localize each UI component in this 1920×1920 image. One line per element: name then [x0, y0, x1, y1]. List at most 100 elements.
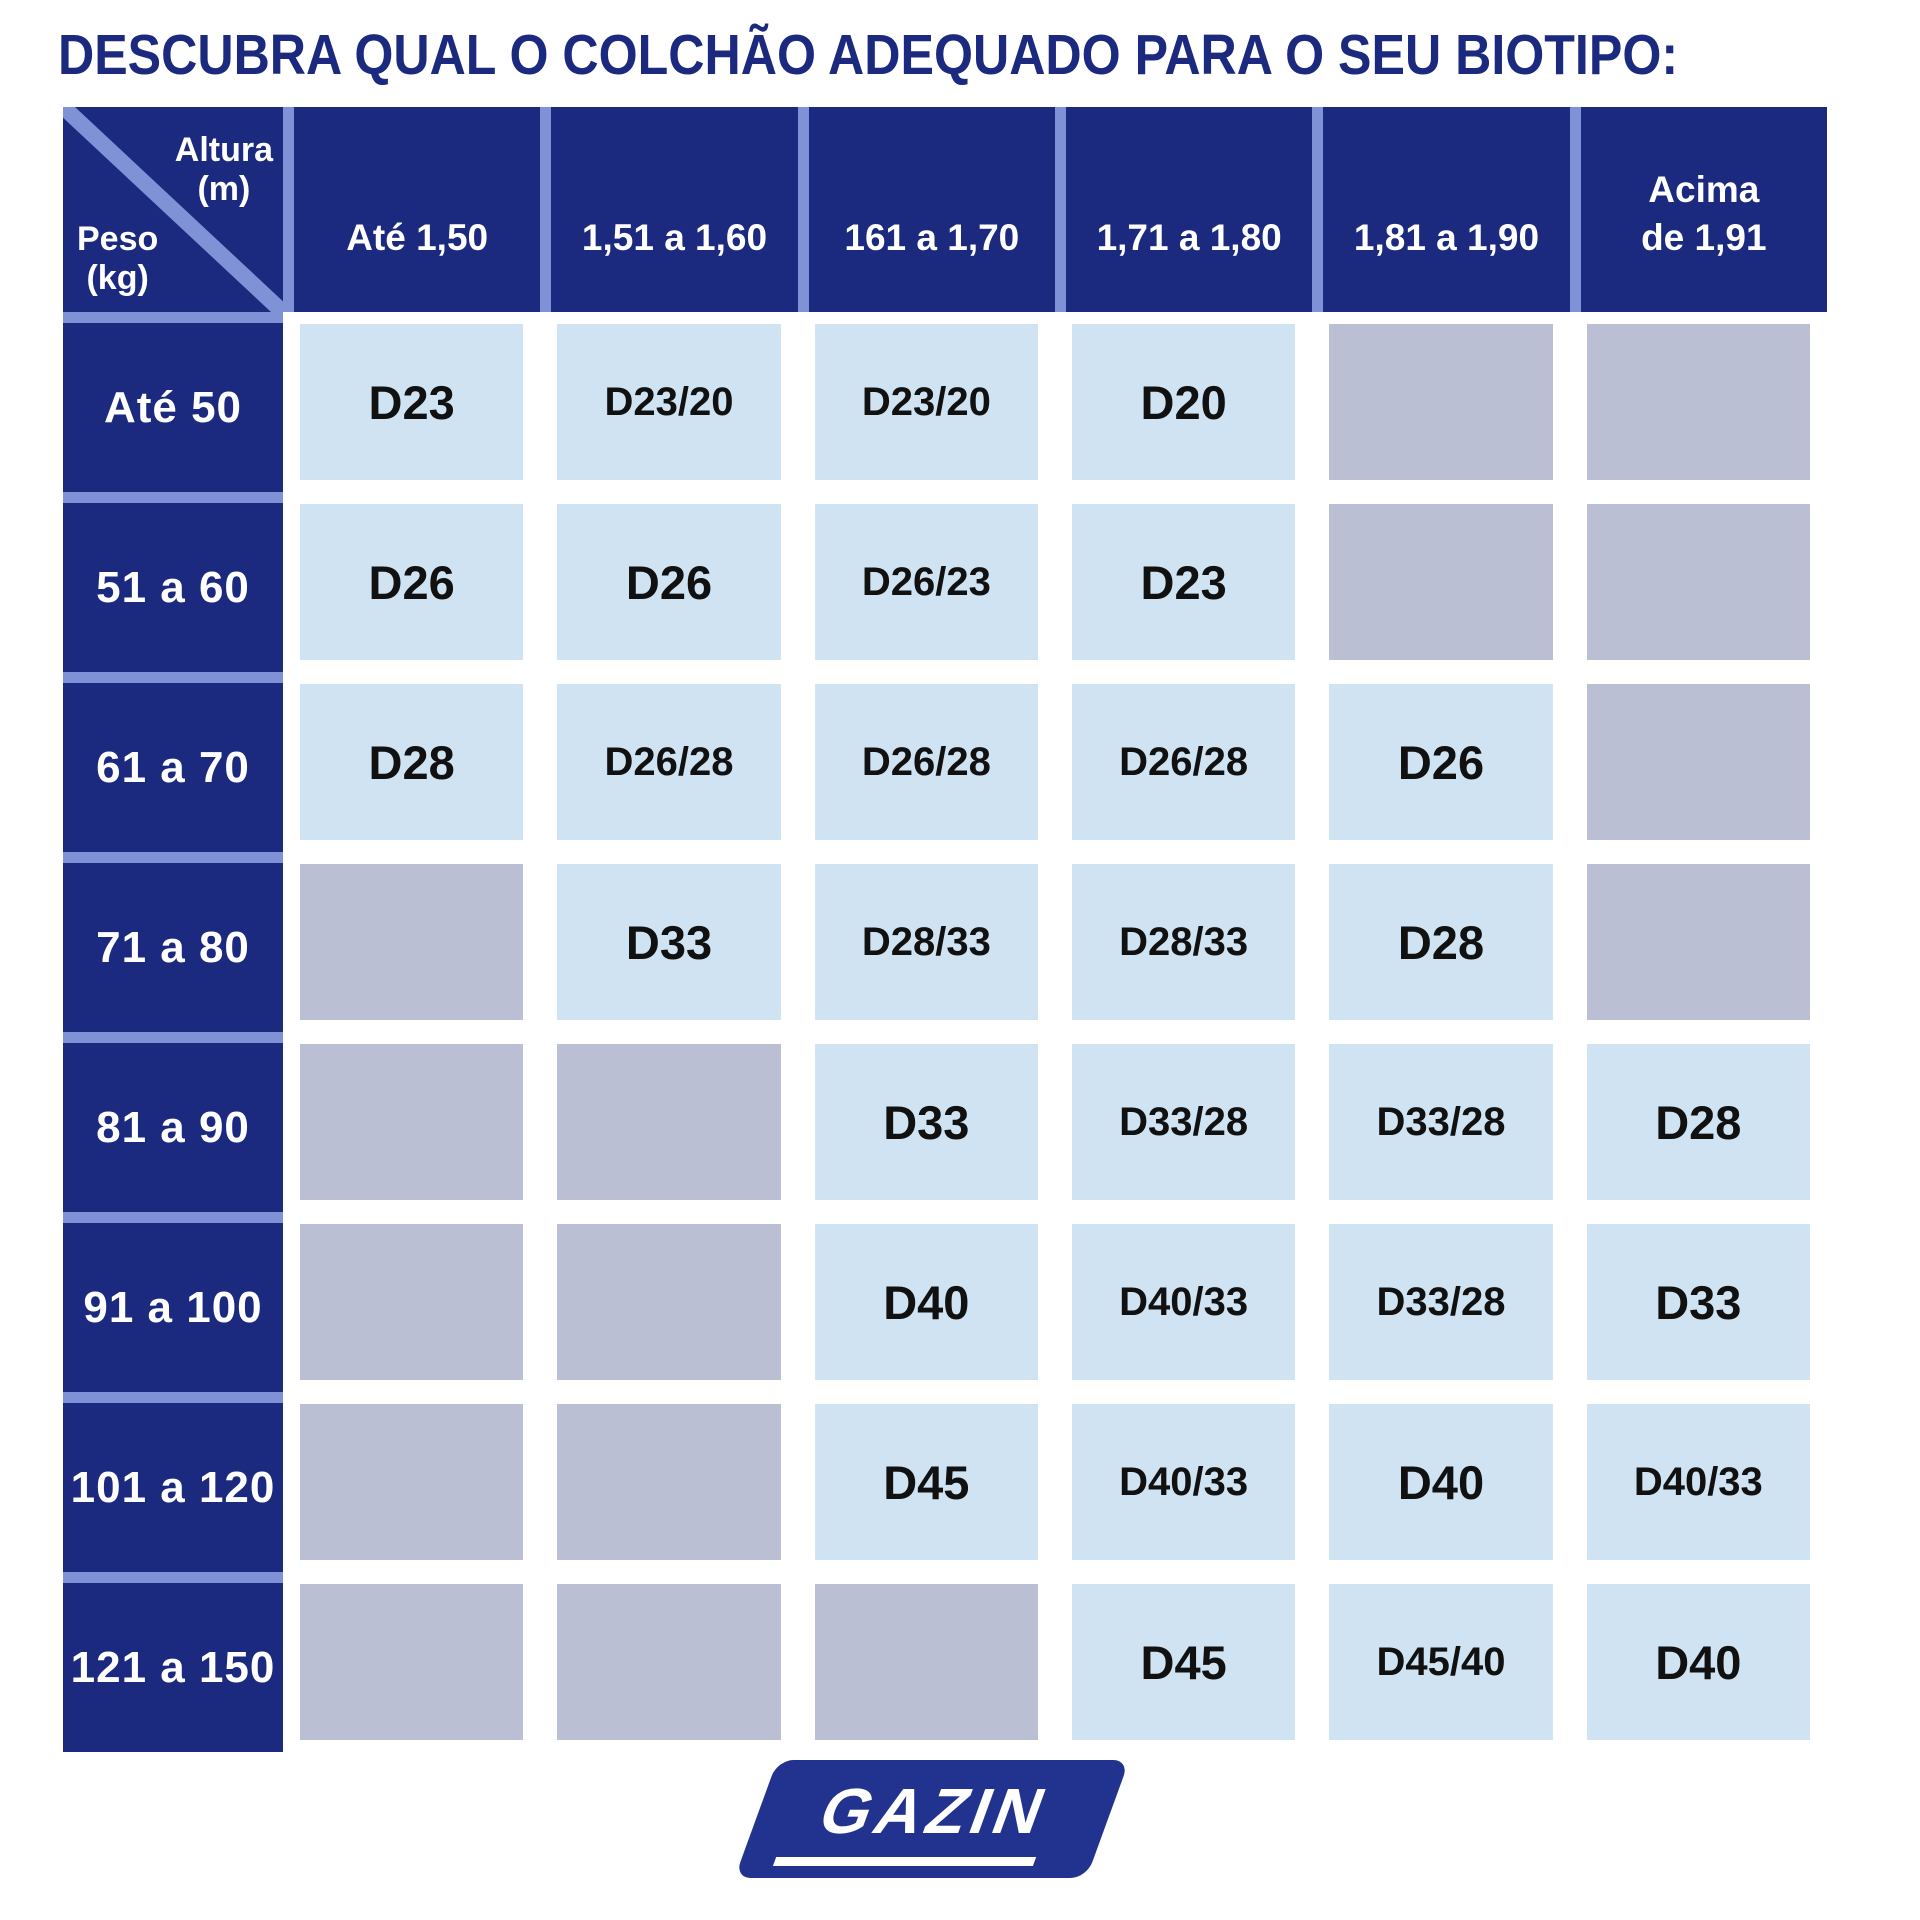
cell-slot [540, 1392, 797, 1572]
density-cell: D23/20 [557, 324, 781, 480]
cell-slot [283, 852, 540, 1032]
density-cell: D45 [814, 1404, 1038, 1560]
density-cell: D33 [1586, 1224, 1810, 1380]
row-label: 51 a 60 [63, 492, 283, 672]
empty-cell [300, 1584, 524, 1740]
cell-slot: D40/33 [1570, 1392, 1827, 1572]
gazin-logo-text: GAZIN [809, 1775, 1061, 1847]
cell-slot [540, 1032, 797, 1212]
table-row: 71 a 80 D33 D28/33 D28/33 D28 [63, 852, 1827, 1032]
empty-cell [814, 1584, 1038, 1740]
row-label: 101 a 120 [63, 1392, 283, 1572]
peso-unit: (kg) [86, 258, 149, 297]
density-cell: D20 [1071, 324, 1296, 480]
density-cell: D33/28 [1071, 1044, 1296, 1200]
column-header-6: Acima de 1,91 [1569, 107, 1827, 312]
empty-cell [557, 1224, 781, 1380]
density-cell: D40/33 [1071, 1224, 1296, 1380]
cell-slot: D33/28 [1312, 1212, 1569, 1392]
cell-slot: D28 [1570, 1032, 1827, 1212]
cell-slot: D28 [283, 672, 540, 852]
page-title: DESCUBRA QUAL O COLCHÃO ADEQUADO PARA O … [58, 23, 1679, 87]
cell-slot: D40 [1570, 1572, 1827, 1752]
cell-slot: D26 [540, 492, 797, 672]
density-cell: D40 [1586, 1584, 1810, 1740]
column-header-2: 1,51 a 1,60 [540, 107, 798, 312]
table-row: 61 a 70 D28 D26/28 D26/28 D26/28 D26 [63, 672, 1827, 852]
cell-slot: D28/33 [1055, 852, 1312, 1032]
cell-slot: D23 [1055, 492, 1312, 672]
altura-unit: (m) [197, 170, 251, 209]
cell-slot: D23/20 [798, 312, 1055, 492]
density-cell: D40/33 [1071, 1404, 1296, 1560]
cell-slot: D40/33 [1055, 1392, 1312, 1572]
column-header-1: Até 1,50 [283, 107, 541, 312]
density-cell: D40 [814, 1224, 1038, 1380]
density-cell: D23 [300, 324, 524, 480]
density-cell: D33 [814, 1044, 1038, 1200]
altura-label: Altura [174, 131, 273, 169]
cell-slot [1570, 672, 1827, 852]
gazin-logo: GAZIN [734, 1760, 1130, 1878]
altura-axis-label: Altura (m) [175, 131, 273, 209]
logo-parallelogram: GAZIN [734, 1760, 1130, 1878]
density-cell: D28/33 [814, 864, 1038, 1020]
row-label: 61 a 70 [63, 672, 283, 852]
cell-slot: D26 [283, 492, 540, 672]
density-cell: D45 [1071, 1584, 1296, 1740]
cell-slot: D26/28 [798, 672, 1055, 852]
density-cell: D33/28 [1329, 1224, 1553, 1380]
cell-slot [1570, 312, 1827, 492]
density-cell: D26/28 [814, 684, 1038, 840]
table-row: Até 50 D23 D23/20 D23/20 D20 [63, 312, 1827, 492]
density-cell: D40 [1329, 1404, 1553, 1560]
cell-slot [1312, 492, 1569, 672]
table-row: 121 a 150 D45 D45/40 D40 [63, 1572, 1827, 1752]
density-cell: D45/40 [1329, 1584, 1553, 1740]
logo-underline [772, 1857, 1037, 1866]
cell-slot: D23 [283, 312, 540, 492]
cell-slot: D40/33 [1055, 1212, 1312, 1392]
empty-cell [300, 1404, 524, 1560]
cell-slot: D33/28 [1055, 1032, 1312, 1212]
row-label: 121 a 150 [63, 1572, 283, 1752]
cell-slot: D45 [798, 1392, 1055, 1572]
column-header-3: 161 a 1,70 [797, 107, 1055, 312]
density-cell: D28 [300, 684, 524, 840]
row-label: 71 a 80 [63, 852, 283, 1032]
density-cell: D23/20 [814, 324, 1038, 480]
cell-slot: D26/28 [540, 672, 797, 852]
biotype-table: Altura (m) Peso (kg) Até 1,50 1,51 a 1,6… [63, 107, 1827, 1752]
cell-slot [283, 1572, 540, 1752]
density-cell: D26/23 [814, 504, 1038, 660]
cell-slot: D26 [1312, 672, 1569, 852]
table-body: Até 50 D23 D23/20 D23/20 D20 51 a 60 D26 D26 D26… [63, 312, 1827, 1752]
density-cell: D28 [1586, 1044, 1810, 1200]
cell-slot: D23/20 [540, 312, 797, 492]
cell-slot: D40 [1312, 1392, 1569, 1572]
cell-slot [283, 1032, 540, 1212]
cell-slot: D26/28 [1055, 672, 1312, 852]
cell-slot [798, 1572, 1055, 1752]
diagonal-divider [63, 107, 283, 312]
cell-slot [540, 1572, 797, 1752]
density-cell: D26 [1329, 684, 1553, 840]
cell-slot: D45/40 [1312, 1572, 1569, 1752]
density-cell: D33/28 [1329, 1044, 1553, 1200]
cell-slot [540, 1212, 797, 1392]
density-cell: D33 [557, 864, 781, 1020]
empty-cell [1586, 504, 1810, 660]
cell-slot: D28 [1312, 852, 1569, 1032]
cell-slot: D45 [1055, 1572, 1312, 1752]
density-cell: D26/28 [557, 684, 781, 840]
column-header-4: 1,71 a 1,80 [1054, 107, 1313, 312]
cell-slot [1570, 852, 1827, 1032]
empty-cell [557, 1584, 781, 1740]
density-cell: D23 [1071, 504, 1296, 660]
empty-cell [300, 1044, 524, 1200]
column-header-5: 1,81 a 1,90 [1312, 107, 1570, 312]
empty-cell [1586, 324, 1810, 480]
cell-slot: D33 [540, 852, 797, 1032]
cell-slot [283, 1392, 540, 1572]
empty-cell [557, 1044, 781, 1200]
